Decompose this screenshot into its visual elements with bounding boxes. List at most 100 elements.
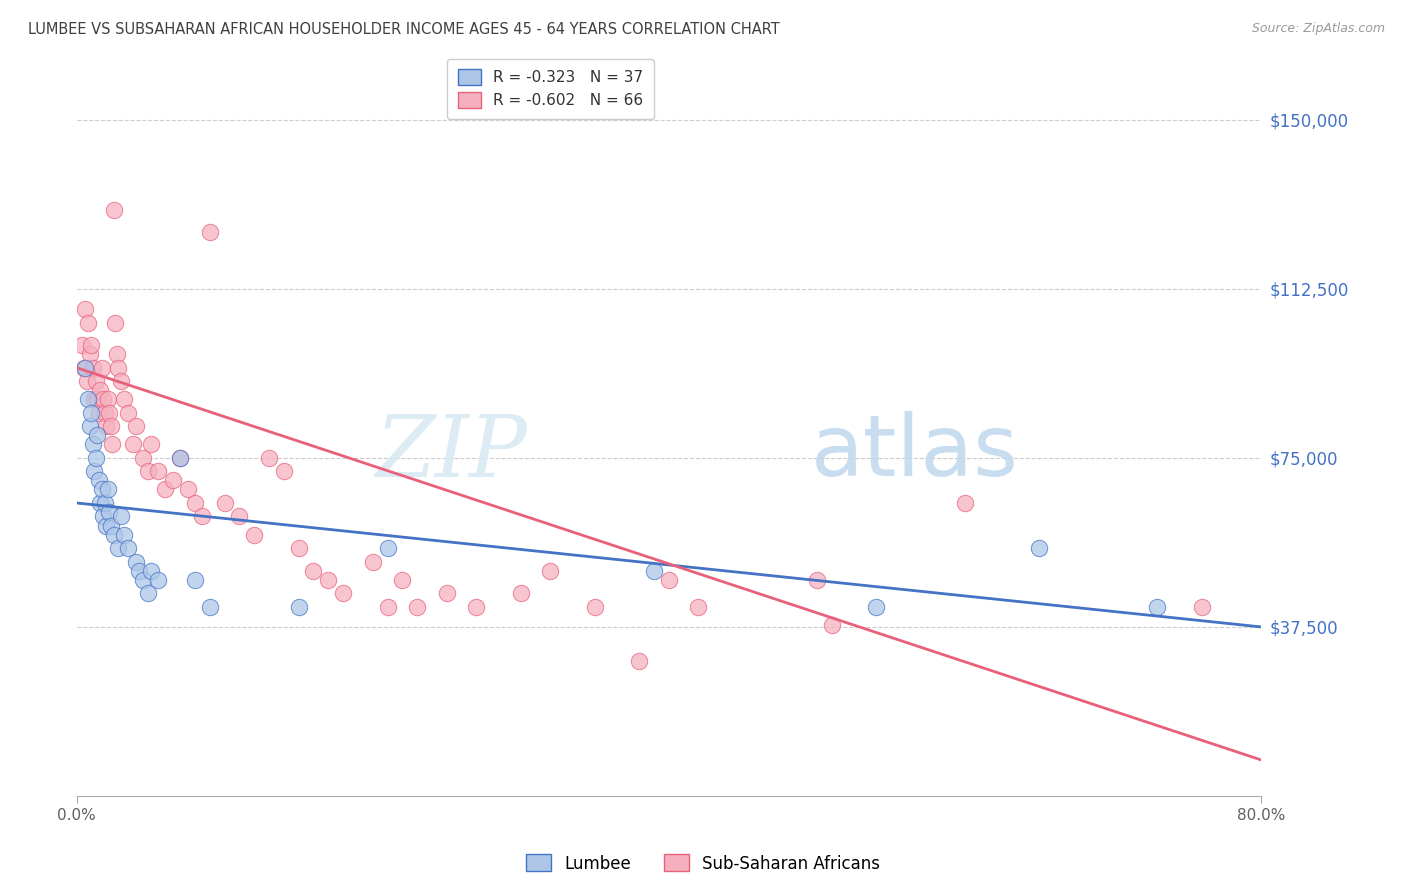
Point (391, 573, 413, 587)
Point (83, 464, 105, 478)
Point (103, 527, 125, 541)
Point (132, 573, 155, 587)
Point (176, 483, 198, 497)
Point (75, 302, 97, 317)
Point (146, 573, 169, 587)
Point (87, 406, 110, 420)
Point (377, 599, 399, 614)
Point (83, 392, 105, 407)
Legend: R = -0.323   N = 37, R = -0.602   N = 66: R = -0.323 N = 37, R = -0.602 N = 66 (447, 59, 654, 119)
Point (82, 360, 104, 375)
Point (100, 419, 122, 434)
Point (91, 509, 114, 524)
Point (465, 599, 488, 614)
Point (228, 509, 250, 524)
Point (806, 573, 828, 587)
Point (184, 496, 207, 510)
Point (377, 541, 399, 555)
Point (82, 437, 104, 451)
Point (80, 406, 103, 420)
Text: Source: ZipAtlas.com: Source: ZipAtlas.com (1251, 22, 1385, 36)
Point (146, 464, 169, 478)
Point (72, 338, 94, 352)
Point (97, 392, 120, 407)
Point (198, 599, 221, 614)
Point (316, 573, 339, 587)
Point (107, 360, 129, 375)
Point (406, 599, 429, 614)
Point (136, 464, 159, 478)
Point (110, 509, 132, 524)
Point (191, 509, 214, 524)
Point (104, 316, 127, 330)
Point (136, 586, 159, 600)
Point (77, 392, 100, 407)
Point (821, 617, 844, 632)
Point (243, 527, 266, 541)
Text: LUMBEE VS SUBSAHARAN AFRICAN HOUSEHOLDER INCOME AGES 45 - 64 YEARS CORRELATION C: LUMBEE VS SUBSAHARAN AFRICAN HOUSEHOLDER… (28, 22, 780, 37)
Point (91, 392, 114, 407)
Point (103, 202, 125, 217)
Point (80, 338, 103, 352)
Point (76, 374, 98, 388)
Point (121, 437, 143, 451)
Point (98, 406, 121, 420)
Point (125, 419, 148, 434)
Point (73, 360, 96, 375)
Point (509, 586, 531, 600)
Point (287, 541, 309, 555)
Point (112, 527, 135, 541)
Point (139, 437, 162, 451)
Point (132, 450, 155, 465)
Point (155, 483, 177, 497)
Point (658, 573, 681, 587)
Point (436, 586, 458, 600)
Point (75, 360, 97, 375)
Point (628, 654, 651, 668)
Point (93, 496, 115, 510)
Point (89, 496, 111, 510)
Point (79, 347, 101, 361)
Point (90, 483, 112, 497)
Point (112, 392, 135, 407)
Point (688, 599, 710, 614)
Point (107, 541, 129, 555)
Text: ZIP: ZIP (375, 411, 527, 494)
Point (86, 392, 108, 407)
Point (84, 374, 107, 388)
Point (101, 437, 124, 451)
Point (332, 586, 354, 600)
Point (117, 541, 139, 555)
Point (100, 518, 122, 533)
Point (257, 450, 280, 465)
Point (110, 374, 132, 388)
Point (105, 347, 128, 361)
Point (1146, 599, 1168, 614)
Point (273, 464, 295, 478)
Point (128, 564, 150, 578)
Point (865, 599, 887, 614)
Point (98, 505, 121, 519)
Point (96, 419, 118, 434)
Text: atlas: atlas (811, 411, 1019, 494)
Point (79, 419, 101, 434)
Point (86, 428, 108, 442)
Point (287, 599, 309, 614)
Point (184, 573, 207, 587)
Point (1191, 599, 1213, 614)
Point (953, 496, 976, 510)
Point (583, 599, 606, 614)
Point (214, 496, 236, 510)
Point (97, 483, 120, 497)
Legend: Lumbee, Sub-Saharan Africans: Lumbee, Sub-Saharan Africans (519, 847, 887, 880)
Point (1028, 541, 1050, 555)
Point (90, 360, 112, 375)
Point (93, 406, 115, 420)
Point (77, 316, 100, 330)
Point (169, 450, 191, 465)
Point (87, 474, 110, 488)
Point (361, 555, 384, 569)
Point (302, 564, 325, 578)
Point (162, 474, 184, 488)
Point (117, 406, 139, 420)
